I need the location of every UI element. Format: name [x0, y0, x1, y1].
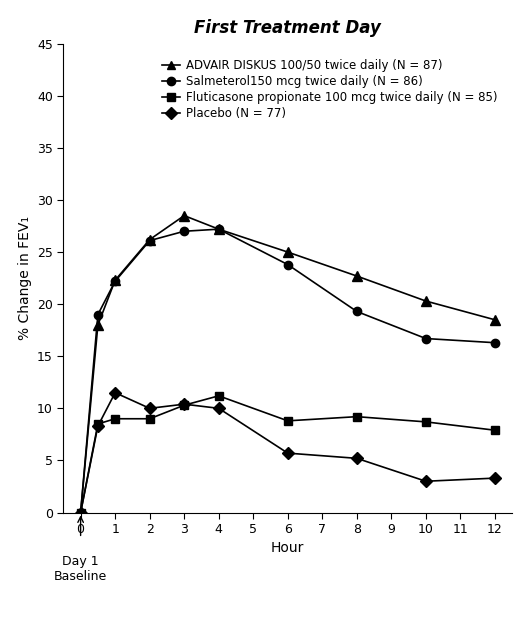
Text: Day 1
Baseline: Day 1 Baseline: [54, 555, 107, 582]
X-axis label: Hour: Hour: [271, 541, 305, 556]
Y-axis label: % Change in FEV₁: % Change in FEV₁: [17, 216, 32, 340]
Title: First Treatment Day: First Treatment Day: [194, 19, 381, 37]
Legend: ADVAIR DISKUS 100/50 twice daily (N = 87), Salmeterol150 mcg twice daily (N = 86: ADVAIR DISKUS 100/50 twice daily (N = 87…: [157, 54, 502, 124]
